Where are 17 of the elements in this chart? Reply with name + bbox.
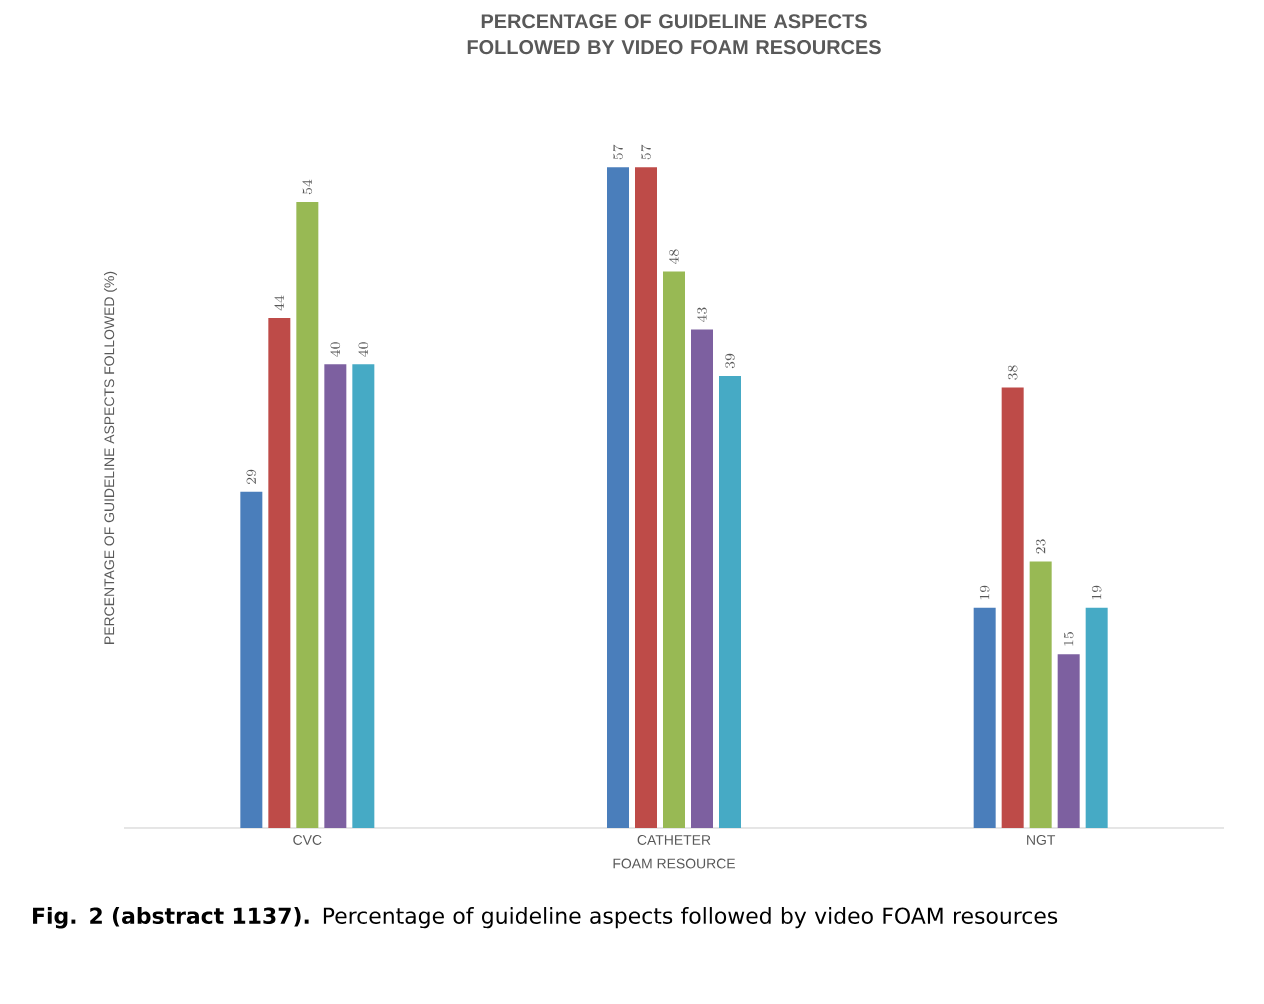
chart-title: PERCENTAGE OF GUIDELINE ASPECTS FOLLOWED BY VIDEO FOAM RESOURCES xyxy=(467,14,881,55)
bar xyxy=(663,271,685,828)
bar xyxy=(1001,387,1024,828)
bar xyxy=(607,167,629,828)
bar xyxy=(268,317,291,828)
bar xyxy=(296,202,319,828)
bar xyxy=(324,364,347,828)
bar xyxy=(635,167,657,828)
bar xyxy=(240,491,263,828)
bar xyxy=(1085,607,1108,828)
bar xyxy=(973,607,996,828)
text: Fig. 2 (abstract 1137). Percentage of guideline aspects followed by video FOAM resources xyxy=(33,907,1058,929)
bar xyxy=(352,364,375,828)
bar xyxy=(719,375,741,828)
bar xyxy=(691,329,713,828)
bar xyxy=(1057,654,1080,828)
bar xyxy=(1029,561,1052,828)
